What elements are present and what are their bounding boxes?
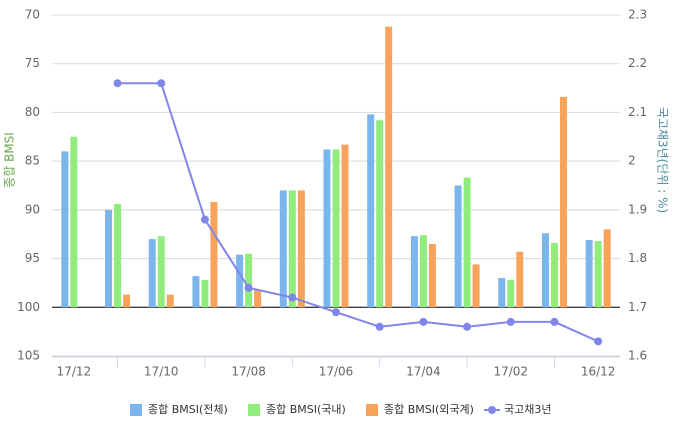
- line-point: [200, 215, 209, 224]
- y2-tick-label: 1.6: [628, 349, 647, 363]
- bar: [559, 96, 567, 308]
- legend-label[interactable]: 종합 BMSI(외국계): [384, 403, 474, 416]
- bar: [70, 136, 78, 308]
- bar: [192, 276, 200, 308]
- bar: [123, 294, 131, 308]
- legend-swatch: [488, 406, 496, 414]
- x-tick-label: 17/10: [144, 365, 179, 379]
- line: [117, 82, 599, 343]
- bar: [550, 242, 558, 308]
- legend-label[interactable]: 국고채3년: [504, 403, 551, 416]
- bar: [210, 202, 218, 308]
- x-tick-label: 17/02: [493, 365, 528, 379]
- y-tick-label: 100: [17, 300, 40, 314]
- bar: [148, 239, 156, 308]
- bar: [603, 229, 611, 308]
- bar: [114, 204, 122, 308]
- bar: [254, 289, 262, 308]
- line-point: [506, 317, 515, 326]
- bar: [454, 185, 462, 308]
- y2-tick-label: 1.8: [628, 251, 647, 265]
- bar: [419, 235, 427, 308]
- x-tick-label: 17/04: [406, 365, 441, 379]
- bar: [507, 280, 515, 308]
- bar: [236, 254, 244, 308]
- legend-swatch: [130, 404, 142, 416]
- bar: [498, 278, 506, 308]
- bar: [341, 144, 349, 308]
- bar: [376, 120, 384, 308]
- line-point: [463, 322, 472, 331]
- line-point: [113, 79, 122, 88]
- y2-tick-label: 2.3: [628, 8, 647, 22]
- y-tick-label: 80: [25, 105, 40, 119]
- x-tick-label: 17/08: [231, 365, 266, 379]
- legend-swatch: [366, 404, 378, 416]
- bar: [245, 253, 253, 308]
- bar: [516, 251, 524, 308]
- y-tick-label: 90: [25, 202, 40, 216]
- bar: [332, 149, 340, 308]
- bar: [297, 190, 305, 308]
- y-tick-label: 75: [25, 56, 40, 70]
- y2-axis-title: 국고채3년(단위 : %): [656, 107, 670, 213]
- y-tick-label: 105: [17, 349, 40, 363]
- y2-tick-label: 2.1: [628, 105, 647, 119]
- y-axis-title: 종합 BMSI: [3, 132, 17, 188]
- bar: [463, 177, 471, 308]
- bar: [472, 264, 480, 308]
- bar: [279, 190, 287, 308]
- line-point: [419, 317, 428, 326]
- bar: [385, 26, 393, 308]
- y-tick-label: 95: [25, 251, 40, 265]
- bar: [323, 149, 331, 308]
- bar: [157, 236, 165, 308]
- bar: [201, 280, 209, 308]
- line-point: [550, 317, 559, 326]
- legend-label[interactable]: 종합 BMSI(국내): [266, 403, 346, 416]
- x-tick-label: 17/12: [57, 365, 92, 379]
- y2-tick-label: 2: [628, 154, 636, 168]
- bar: [61, 151, 69, 308]
- y2-tick-label: 1.9: [628, 202, 647, 216]
- line-point: [244, 283, 253, 292]
- line-point: [288, 293, 297, 302]
- line-point: [157, 79, 166, 88]
- bar: [105, 209, 113, 308]
- bar: [166, 294, 174, 308]
- y2-tick-label: 2.2: [628, 56, 647, 70]
- x-tick-label: 17/06: [319, 365, 354, 379]
- line-point: [594, 337, 603, 346]
- y-tick-label: 85: [25, 154, 40, 168]
- legend-label[interactable]: 종합 BMSI(전체): [148, 403, 228, 416]
- x-tick-label: 16/12: [581, 365, 616, 379]
- bar: [288, 190, 296, 308]
- legend-swatch: [248, 404, 260, 416]
- bar: [428, 243, 436, 308]
- line-point: [332, 308, 340, 317]
- bar: [594, 241, 602, 308]
- bar: [541, 233, 549, 308]
- y-tick-label: 70: [25, 8, 40, 22]
- line-point: [375, 322, 384, 331]
- bar: [585, 240, 593, 308]
- bar: [410, 236, 418, 308]
- y2-tick-label: 1.7: [628, 300, 647, 314]
- bar: [367, 114, 375, 308]
